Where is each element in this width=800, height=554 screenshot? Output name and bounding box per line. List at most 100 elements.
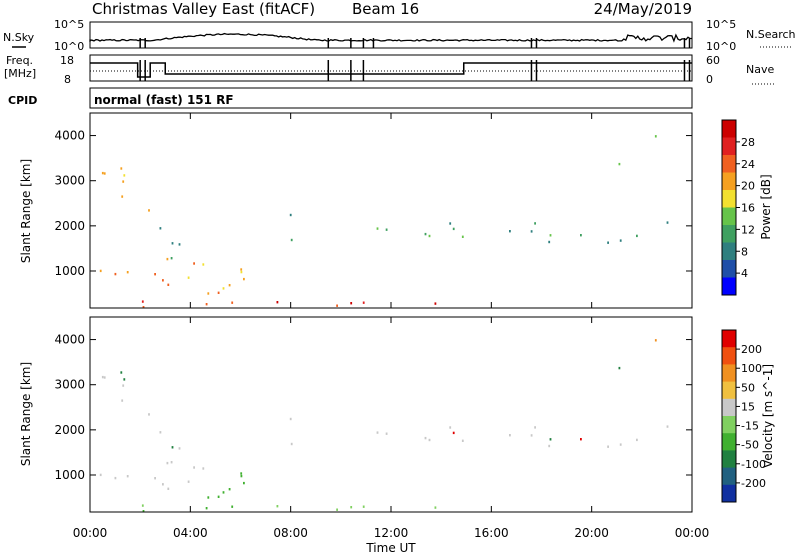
colorbar-tick-label: 50 bbox=[741, 381, 755, 394]
colorbar-swatch bbox=[722, 242, 736, 261]
frequency-panel: Freq. [MHz] 18 8 60 0 Nave bbox=[4, 54, 776, 86]
range-cell bbox=[636, 438, 638, 442]
range-cell bbox=[162, 483, 164, 486]
x-tick-label: 20:00 bbox=[574, 526, 609, 540]
range-cell bbox=[123, 174, 126, 177]
colorbar-swatch bbox=[722, 398, 736, 417]
colorbar-swatch bbox=[722, 330, 736, 348]
range-cell bbox=[362, 301, 365, 304]
range-cell bbox=[452, 227, 455, 231]
colorbar-tick-label: 16 bbox=[741, 202, 755, 215]
range-cell bbox=[202, 263, 205, 266]
y-tick-label: 1000 bbox=[54, 468, 85, 482]
range-cell bbox=[580, 234, 582, 237]
range-cell bbox=[217, 495, 220, 498]
velocity-colorbar-title: Velocity [m s^-1] bbox=[761, 364, 775, 468]
y-tick-label: 1000 bbox=[54, 264, 85, 278]
range-cell bbox=[289, 213, 292, 217]
cpid-label: CPID bbox=[8, 94, 37, 107]
range-cell bbox=[205, 303, 208, 306]
range-cell bbox=[434, 302, 437, 305]
range-cell bbox=[240, 474, 243, 478]
range-cell bbox=[122, 384, 125, 387]
range-cell bbox=[101, 375, 104, 379]
range-cell bbox=[228, 488, 231, 491]
colorbar-tick-label: 20 bbox=[741, 180, 755, 193]
range-cell bbox=[171, 446, 174, 449]
freq-label-2: [MHz] bbox=[4, 67, 36, 80]
y-tick-label: 3000 bbox=[54, 378, 85, 392]
colorbar-swatch bbox=[722, 260, 736, 278]
colorbar-tick-label: 28 bbox=[741, 136, 755, 149]
range-cell bbox=[114, 476, 117, 480]
range-cell bbox=[231, 505, 234, 508]
colorbar-swatch bbox=[722, 172, 736, 191]
freq-label-1: Freq. bbox=[6, 54, 33, 67]
range-cell bbox=[99, 269, 102, 273]
range-cell bbox=[120, 371, 123, 374]
range-cell bbox=[276, 301, 279, 304]
colorbar-tick-label: -100 bbox=[741, 458, 766, 471]
range-cell bbox=[142, 306, 145, 309]
power-colorbar: 28 24 20 16 12 8 4 Power [dB] bbox=[721, 119, 773, 296]
station-title: Christmas Valley East (fitACF) bbox=[92, 0, 315, 18]
colorbar-swatch bbox=[722, 450, 736, 469]
range-cell bbox=[289, 417, 292, 421]
range-cell bbox=[99, 473, 102, 477]
range-cell bbox=[114, 272, 117, 276]
range-cell bbox=[385, 432, 388, 435]
x-tick-label: 12:00 bbox=[374, 526, 409, 540]
range-cell bbox=[167, 283, 170, 286]
range-cell bbox=[154, 477, 156, 480]
y-tick-label: 2000 bbox=[54, 219, 85, 233]
colorbar-tick-label: -200 bbox=[741, 477, 766, 490]
range-cell bbox=[336, 508, 338, 511]
colorbar-swatch bbox=[722, 433, 736, 451]
range-cell bbox=[126, 271, 129, 274]
range-cell bbox=[580, 438, 582, 441]
power-panel: 4000 3000 2000 1000 Slant Range [km] bbox=[19, 112, 693, 309]
range-cell bbox=[121, 399, 124, 402]
range-cell bbox=[654, 135, 657, 138]
range-cell bbox=[187, 276, 190, 279]
noise-panel: N.Sky 10^5 10^0 10^5 10^0 N.Search bbox=[3, 18, 796, 53]
range-cell bbox=[619, 443, 622, 446]
range-cell bbox=[350, 302, 353, 305]
range-cell bbox=[666, 425, 669, 428]
range-cell bbox=[461, 439, 464, 442]
range-cell bbox=[167, 487, 170, 490]
noise-search-label: N.Search bbox=[746, 28, 796, 41]
colorbar-tick-label: 8 bbox=[741, 245, 748, 258]
range-cell bbox=[376, 227, 379, 230]
date-label: 24/May/2019 bbox=[594, 0, 692, 18]
range-cell bbox=[243, 277, 245, 281]
power-colorbar-swatches bbox=[722, 120, 736, 296]
range-cell bbox=[142, 510, 145, 513]
noise-tick-left-top: 10^5 bbox=[54, 18, 84, 31]
y-tick-label: 2000 bbox=[54, 423, 85, 437]
beam-label: Beam 16 bbox=[352, 0, 419, 18]
velocity-colorbar-ticks: 200 100 50 15 -15 -50 -100 -200 bbox=[736, 343, 766, 490]
range-cell bbox=[123, 378, 126, 381]
nave-tick-top: 60 bbox=[706, 54, 720, 67]
range-cell bbox=[276, 505, 279, 508]
range-cell bbox=[101, 171, 104, 175]
range-cell bbox=[148, 209, 150, 212]
colorbar-swatch bbox=[722, 277, 736, 296]
range-cell bbox=[449, 426, 452, 429]
range-cell bbox=[141, 504, 144, 507]
range-cell bbox=[170, 257, 173, 260]
colorbar-swatch bbox=[722, 416, 736, 434]
noise-series bbox=[89, 32, 692, 48]
range-cell bbox=[193, 262, 195, 265]
x-tick-label: 00:00 bbox=[73, 526, 108, 540]
range-cell bbox=[207, 496, 210, 499]
y-tick-label: 3000 bbox=[54, 174, 85, 188]
range-cell bbox=[162, 279, 164, 282]
colorbar-tick-label: -15 bbox=[741, 420, 759, 433]
power-colorbar-ticks: 28 24 20 16 12 8 4 bbox=[736, 136, 755, 280]
range-cell bbox=[619, 239, 622, 242]
range-cell bbox=[509, 230, 511, 233]
range-cell bbox=[424, 436, 427, 440]
range-cell bbox=[290, 238, 293, 242]
